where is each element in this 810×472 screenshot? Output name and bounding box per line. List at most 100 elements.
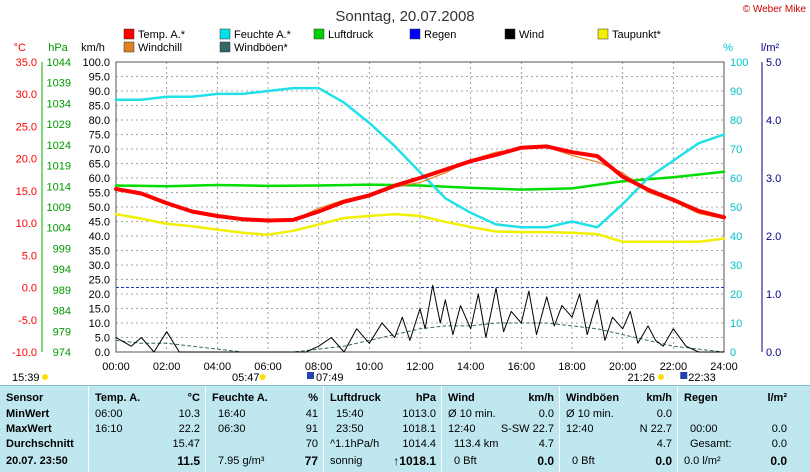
axis-unit-pct: %	[723, 42, 733, 54]
row-now-label: 20.07. 23:50	[6, 455, 68, 467]
series-line-windb-en	[115, 322, 725, 353]
temp-min-value: 10.3	[178, 408, 200, 420]
y-tick-temp: -10.0	[12, 347, 37, 359]
moonrise-icon	[307, 372, 315, 379]
y-tick-pct: 80	[730, 115, 742, 127]
wind-max-time: 12:40	[448, 423, 476, 435]
legend-swatch	[123, 28, 135, 40]
y-tick-pct: 0	[730, 347, 736, 359]
hum-min-time: 16:40	[218, 408, 246, 420]
hum-now-value: 77	[304, 454, 318, 468]
temp-min-time: 06:00	[95, 408, 123, 420]
rain-max-value: 0.0	[771, 423, 787, 435]
press-forecast: sonnig	[330, 455, 363, 467]
legend-swatch	[504, 28, 516, 40]
y-tick-hpa: 1019	[47, 161, 71, 173]
y-tick-kmh: 60.0	[89, 173, 110, 185]
chart-legend: Temp. A.* Feuchte A.* Luftdruck Regen Wind Ta…	[123, 28, 662, 54]
y-tick-kmh: 90.0	[89, 86, 110, 98]
y-tick-hpa: 1024	[47, 140, 71, 152]
legend-label: Wind	[519, 29, 544, 41]
y-tick-temp: 25.0	[16, 121, 37, 133]
wind-now-value: 0.0	[537, 454, 554, 468]
temp-max-value: 22.2	[178, 423, 200, 435]
y-tick-kmh: 10.0	[89, 318, 110, 330]
hdr-gusts: Windböen	[566, 392, 620, 404]
y-tick-kmh: 5.0	[95, 333, 110, 345]
hdr-rain: Regen	[684, 392, 718, 404]
y-tick-temp: 35.0	[16, 57, 37, 69]
sunset-label: 21:26	[627, 372, 655, 384]
rain-max-time: 00:00	[690, 423, 718, 435]
series-line-wind	[115, 284, 725, 353]
y-tick-temp: 20.0	[16, 154, 37, 166]
hdr-temp-unit: °C	[187, 392, 200, 404]
x-tick-label: 08:00	[305, 361, 333, 373]
x-tick-label: 16:00	[508, 361, 536, 373]
y-tick-kmh: 15.0	[89, 304, 110, 316]
y-tick-kmh: 40.0	[89, 231, 110, 243]
rain-total-label: Gesamt:	[690, 438, 732, 450]
press-trend: ^1.1hPa/h	[330, 438, 380, 450]
legend-label: Windchill	[138, 42, 182, 54]
hum-now-label: 7.95 g/m³	[218, 455, 265, 467]
col-gusts: Windböen km/h Ø 10 min. 0.0 12:40 N 22.7…	[559, 386, 678, 472]
row-max-label: MaxWert	[6, 423, 52, 435]
y-tick-kmh: 35.0	[89, 246, 110, 258]
legend-swatch	[123, 41, 135, 53]
y-tick-hpa: 1034	[47, 98, 71, 110]
y-axis-ticks: 35.0 30.0 25.0 20.0 15.0 10.0 5.0 0.0 -5.0 -10.0 1…	[12, 57, 781, 359]
moonrise-label: 07:49	[316, 372, 344, 384]
legend-swatch	[597, 28, 609, 40]
press-max-value: 1018.1	[402, 423, 436, 435]
hdr-sensor: Sensor	[6, 392, 44, 404]
y-tick-rain: 3.0	[766, 173, 781, 185]
y-tick-temp: 5.0	[22, 250, 37, 262]
rain-total-value: 0.0	[771, 438, 787, 450]
sun-moon-markers: 15:39 05:47 07:49 21:26 22:33	[12, 372, 716, 384]
sunrise-label: 05:47	[232, 372, 260, 384]
legend-label: Feuchte A.*	[234, 29, 292, 41]
axis-unit-kmh: km/h	[81, 42, 105, 54]
hdr-rain-unit: l/m²	[767, 392, 787, 404]
series-line-feuchte-a	[114, 86, 726, 229]
gust-now-bft: 0 Bft	[572, 455, 595, 467]
series-line-temp-a	[114, 144, 726, 223]
hdr-gusts-unit: km/h	[646, 392, 672, 404]
y-tick-hpa: 1004	[47, 223, 71, 235]
y-tick-kmh: 30.0	[89, 260, 110, 272]
y-tick-hpa: 979	[53, 326, 71, 338]
wind-now-bft: 0 Bft	[454, 455, 477, 467]
axis-unit-rain: l/m²	[761, 42, 780, 54]
gust-avg-value: 4.7	[656, 438, 672, 450]
y-tick-kmh: 70.0	[89, 144, 110, 156]
col-wind: Wind km/h Ø 10 min. 0.0 12:40 S-SW 22.7 …	[441, 386, 560, 472]
moonset-icon	[680, 372, 688, 379]
x-tick-label: 10:00	[356, 361, 384, 373]
y-tick-kmh: 25.0	[89, 275, 110, 287]
gust-min-value: 0.0	[656, 408, 672, 420]
moonset-label: 22:33	[688, 372, 716, 384]
x-tick-label: 02:00	[153, 361, 181, 373]
axis-units: °C hPa km/h% l/m²	[14, 42, 780, 54]
legend-label: Windböen*	[234, 42, 289, 54]
y-tick-hpa: 1039	[47, 78, 71, 90]
col-rain: Regen l/m² 00:00 0.0 Gesamt: 0.0 0.0 l/m…	[677, 386, 793, 472]
y-tick-temp: 0.0	[22, 283, 37, 295]
temp-avg-value: 15.47	[172, 438, 200, 450]
hum-avg-value: 70	[305, 438, 318, 450]
legend-swatch	[409, 28, 421, 40]
col-humidity: Feuchte A. % 16:40 41 06:30 91 70 7.95 g…	[205, 386, 324, 472]
press-min-value: 1013.0	[402, 408, 436, 420]
temp-now-value: 11.5	[177, 454, 200, 468]
wind-min-label: Ø 10 min.	[448, 408, 496, 420]
wind-distance: 113.4 km	[454, 438, 499, 450]
gust-max-value: N 22.7	[639, 423, 672, 435]
y-tick-rain: 5.0	[766, 57, 781, 69]
wind-avg-value: 4.7	[538, 438, 554, 450]
axis-unit-hpa: hPa	[48, 42, 68, 54]
hdr-pressure: Luftdruck	[330, 392, 381, 404]
weather-chart: Sonntag, 20.07.2008 © Weber Mike Temp. A…	[12, 4, 807, 384]
y-tick-kmh: 95.0	[89, 72, 110, 84]
x-tick-label: 00:00	[102, 361, 130, 373]
